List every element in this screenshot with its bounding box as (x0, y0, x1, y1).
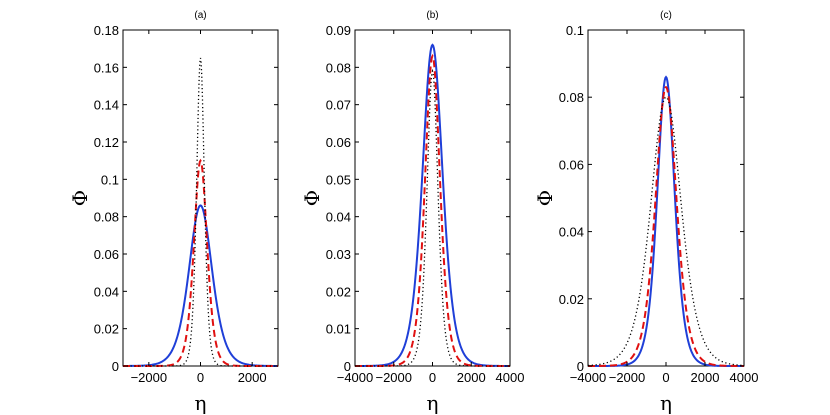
y-tick-label: 0.02 (559, 292, 584, 307)
y-tick-label: 0.06 (559, 157, 584, 172)
y-tick-label: 0.02 (326, 284, 351, 299)
y-axis-label: Φ (533, 190, 557, 206)
y-tick-label: 0.16 (94, 60, 119, 75)
x-tick-label: 2000 (238, 370, 267, 385)
x-tick-label: 4000 (496, 370, 525, 385)
y-tick-label: 0.12 (94, 135, 119, 150)
panel-title: (c) (660, 10, 672, 21)
series-dotted-line (355, 68, 510, 367)
x-tick-label: −4000 (337, 370, 374, 385)
y-tick-label: 0 (577, 359, 584, 374)
panel-title: (a) (194, 10, 206, 21)
y-tick-label: 0.18 (94, 23, 119, 38)
series-dotted-line (587, 96, 745, 367)
x-axis-label: η (427, 391, 439, 415)
x-tick-label: 4000 (730, 370, 759, 385)
y-tick-label: 0.08 (559, 90, 584, 105)
y-tick-label: 0.09 (326, 23, 351, 38)
y-tick-label: 0.08 (326, 60, 351, 75)
y-axis-label: Φ (300, 190, 324, 206)
y-tick-label: 0.1 (566, 23, 584, 38)
panel-3: −4000 −2000 0 2000 4000 0 0.02 0.04 0.06 0.08 0.1 (… (533, 10, 758, 415)
y-tick-label: 0.1 (101, 172, 119, 187)
x-axis-label: η (195, 391, 207, 415)
x-tick-label: 0 (662, 370, 669, 385)
plot-frame (354, 29, 511, 367)
y-tick-label: 0.02 (94, 322, 119, 337)
y-tick-label: 0.01 (326, 322, 351, 337)
x-tick-label: 2000 (457, 370, 486, 385)
series-dashed-line (355, 53, 510, 367)
y-tick-label: 0.03 (326, 247, 351, 262)
y-tick-label: 0.04 (326, 210, 351, 225)
y-tick-label: 0.08 (94, 210, 119, 225)
panel-2: −4000 −2000 0 2000 4000 0 0.01 0.02 0.03 0.04 0.05… (300, 10, 524, 415)
y-tick-label: 0 (344, 359, 351, 374)
panel-title: (b) (426, 10, 438, 21)
x-tick-label: 2000 (691, 370, 720, 385)
plot-frame (587, 29, 745, 367)
series-dotted-line (123, 57, 278, 367)
y-tick-label: 0.04 (94, 284, 119, 299)
x-tick-label: 0 (197, 370, 204, 385)
x-tick-label: 0 (429, 370, 436, 385)
x-tick-label: −2000 (375, 370, 412, 385)
y-tick-label: 0 (112, 359, 119, 374)
y-tick-label: 0.04 (559, 225, 584, 240)
x-tick-label: −4000 (570, 370, 607, 385)
y-tick-label: 0.14 (94, 98, 119, 113)
series-dashed-line (588, 85, 744, 367)
x-tick-label: −2000 (131, 370, 168, 385)
y-tick-label: 0.07 (326, 98, 351, 113)
x-axis-label: η (660, 391, 672, 415)
y-tick-label: 0.06 (94, 247, 119, 262)
y-tick-label: 0.06 (326, 135, 351, 150)
x-tick-label: −2000 (609, 370, 646, 385)
y-axis-label: Φ (68, 190, 92, 206)
panel-1: −2000 0 2000 0 0.02 0.04 0.06 0.08 0.1 0.12 0.14 0.… (68, 10, 279, 415)
plot-frame (122, 29, 279, 367)
y-tick-label: 0.05 (326, 172, 351, 187)
